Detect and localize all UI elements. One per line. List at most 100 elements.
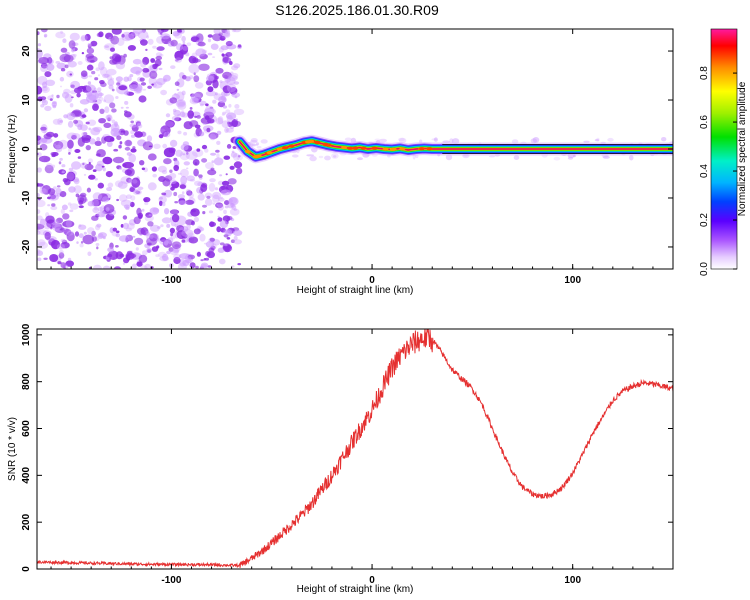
noise-blob [70, 80, 81, 90]
faint-blob [399, 137, 407, 144]
noise-blob [117, 181, 128, 189]
noise-blob [134, 131, 144, 138]
noise-blob [148, 213, 152, 217]
noise-blob [182, 153, 186, 156]
noise-blob [102, 167, 106, 172]
noise-blob [83, 132, 88, 136]
noise-blob [226, 216, 233, 221]
noise-blob [83, 108, 89, 113]
noise-blob [157, 165, 167, 173]
noise-blob [146, 247, 152, 254]
noise-blob [186, 224, 191, 230]
noise-blob [186, 175, 195, 182]
noise-blob [126, 253, 137, 259]
noise-blob [187, 110, 194, 119]
heatmap-xtick-label: 100 [564, 275, 581, 286]
faint-blob [629, 154, 634, 161]
noise-blob [86, 64, 94, 71]
noise-blob [124, 169, 132, 176]
noise-blob [150, 58, 156, 63]
noise-blob [98, 118, 106, 124]
noise-blob [66, 230, 75, 236]
noise-blob [147, 221, 154, 227]
faint-blob [661, 137, 667, 142]
noise-blob [235, 118, 238, 121]
noise-blob [61, 170, 66, 174]
noise-blob [77, 156, 82, 159]
noise-blob [43, 257, 48, 260]
noise-blob [146, 135, 153, 143]
faint-blob [306, 154, 315, 157]
noise-blob [69, 103, 74, 108]
track-hotspot [382, 147, 389, 151]
noise-blob [187, 254, 195, 260]
noise-blob [180, 175, 188, 185]
noise-blob [99, 80, 105, 85]
noise-blob [74, 149, 81, 153]
faint-blob [583, 140, 590, 143]
noise-blob [169, 169, 173, 173]
noise-blob [176, 88, 180, 91]
noise-blob [142, 88, 147, 91]
noise-blob [182, 45, 189, 51]
noise-blob [207, 169, 217, 176]
noise-blob [56, 62, 66, 69]
noise-blob [162, 143, 168, 149]
noise-blob [44, 71, 52, 78]
noise-blob [225, 173, 228, 176]
noise-blob [130, 134, 136, 138]
noise-blob [114, 56, 122, 63]
faint-blob [553, 156, 561, 161]
noise-blob [160, 224, 164, 228]
noise-blob [204, 242, 207, 245]
noise-blob [102, 73, 109, 79]
noise-blob [97, 74, 101, 77]
noise-blob [213, 29, 221, 35]
noise-blob [219, 174, 223, 177]
noise-blob [85, 84, 96, 92]
noise-blob [233, 63, 241, 69]
noise-blob [52, 100, 57, 105]
noise-blob [88, 174, 96, 180]
noise-blob [193, 72, 196, 76]
noise-blob [43, 223, 52, 230]
noise-blob [86, 47, 95, 54]
faint-blob [607, 137, 614, 142]
noise-blob [163, 147, 175, 158]
noise-blob [169, 139, 178, 147]
noise-blob [206, 75, 215, 82]
noise-blob [88, 161, 91, 165]
noise-blob [215, 67, 224, 74]
noise-blob [80, 124, 88, 131]
noise-blob [114, 180, 124, 188]
noise-blob [83, 173, 87, 176]
faint-blob [256, 145, 262, 149]
noise-blob [161, 217, 172, 224]
noise-blob [92, 192, 103, 201]
noise-blob [172, 248, 179, 254]
noise-blob [222, 85, 232, 94]
noise-blob [206, 118, 215, 124]
noise-blob [209, 221, 215, 228]
noise-blob [215, 92, 218, 96]
faint-blob [324, 155, 331, 161]
noise-blob [151, 83, 154, 86]
noise-blob [216, 153, 220, 158]
noise-blob [217, 116, 224, 125]
noise-blob [160, 32, 163, 35]
noise-blob [186, 167, 189, 170]
noise-blob [97, 211, 106, 218]
noise-blob [224, 244, 228, 247]
track-hotspot [276, 147, 283, 151]
colorbar-tick-label: 0.6 [699, 115, 710, 129]
noise-blob [189, 262, 196, 269]
noise-blob [227, 202, 236, 209]
noise-blob [235, 167, 243, 175]
snr-xlabel: Height of straight line (km) [297, 584, 414, 595]
noise-blob [169, 209, 180, 215]
noise-blob [230, 120, 241, 127]
noise-blob [107, 79, 115, 86]
noise-blob [116, 37, 125, 46]
